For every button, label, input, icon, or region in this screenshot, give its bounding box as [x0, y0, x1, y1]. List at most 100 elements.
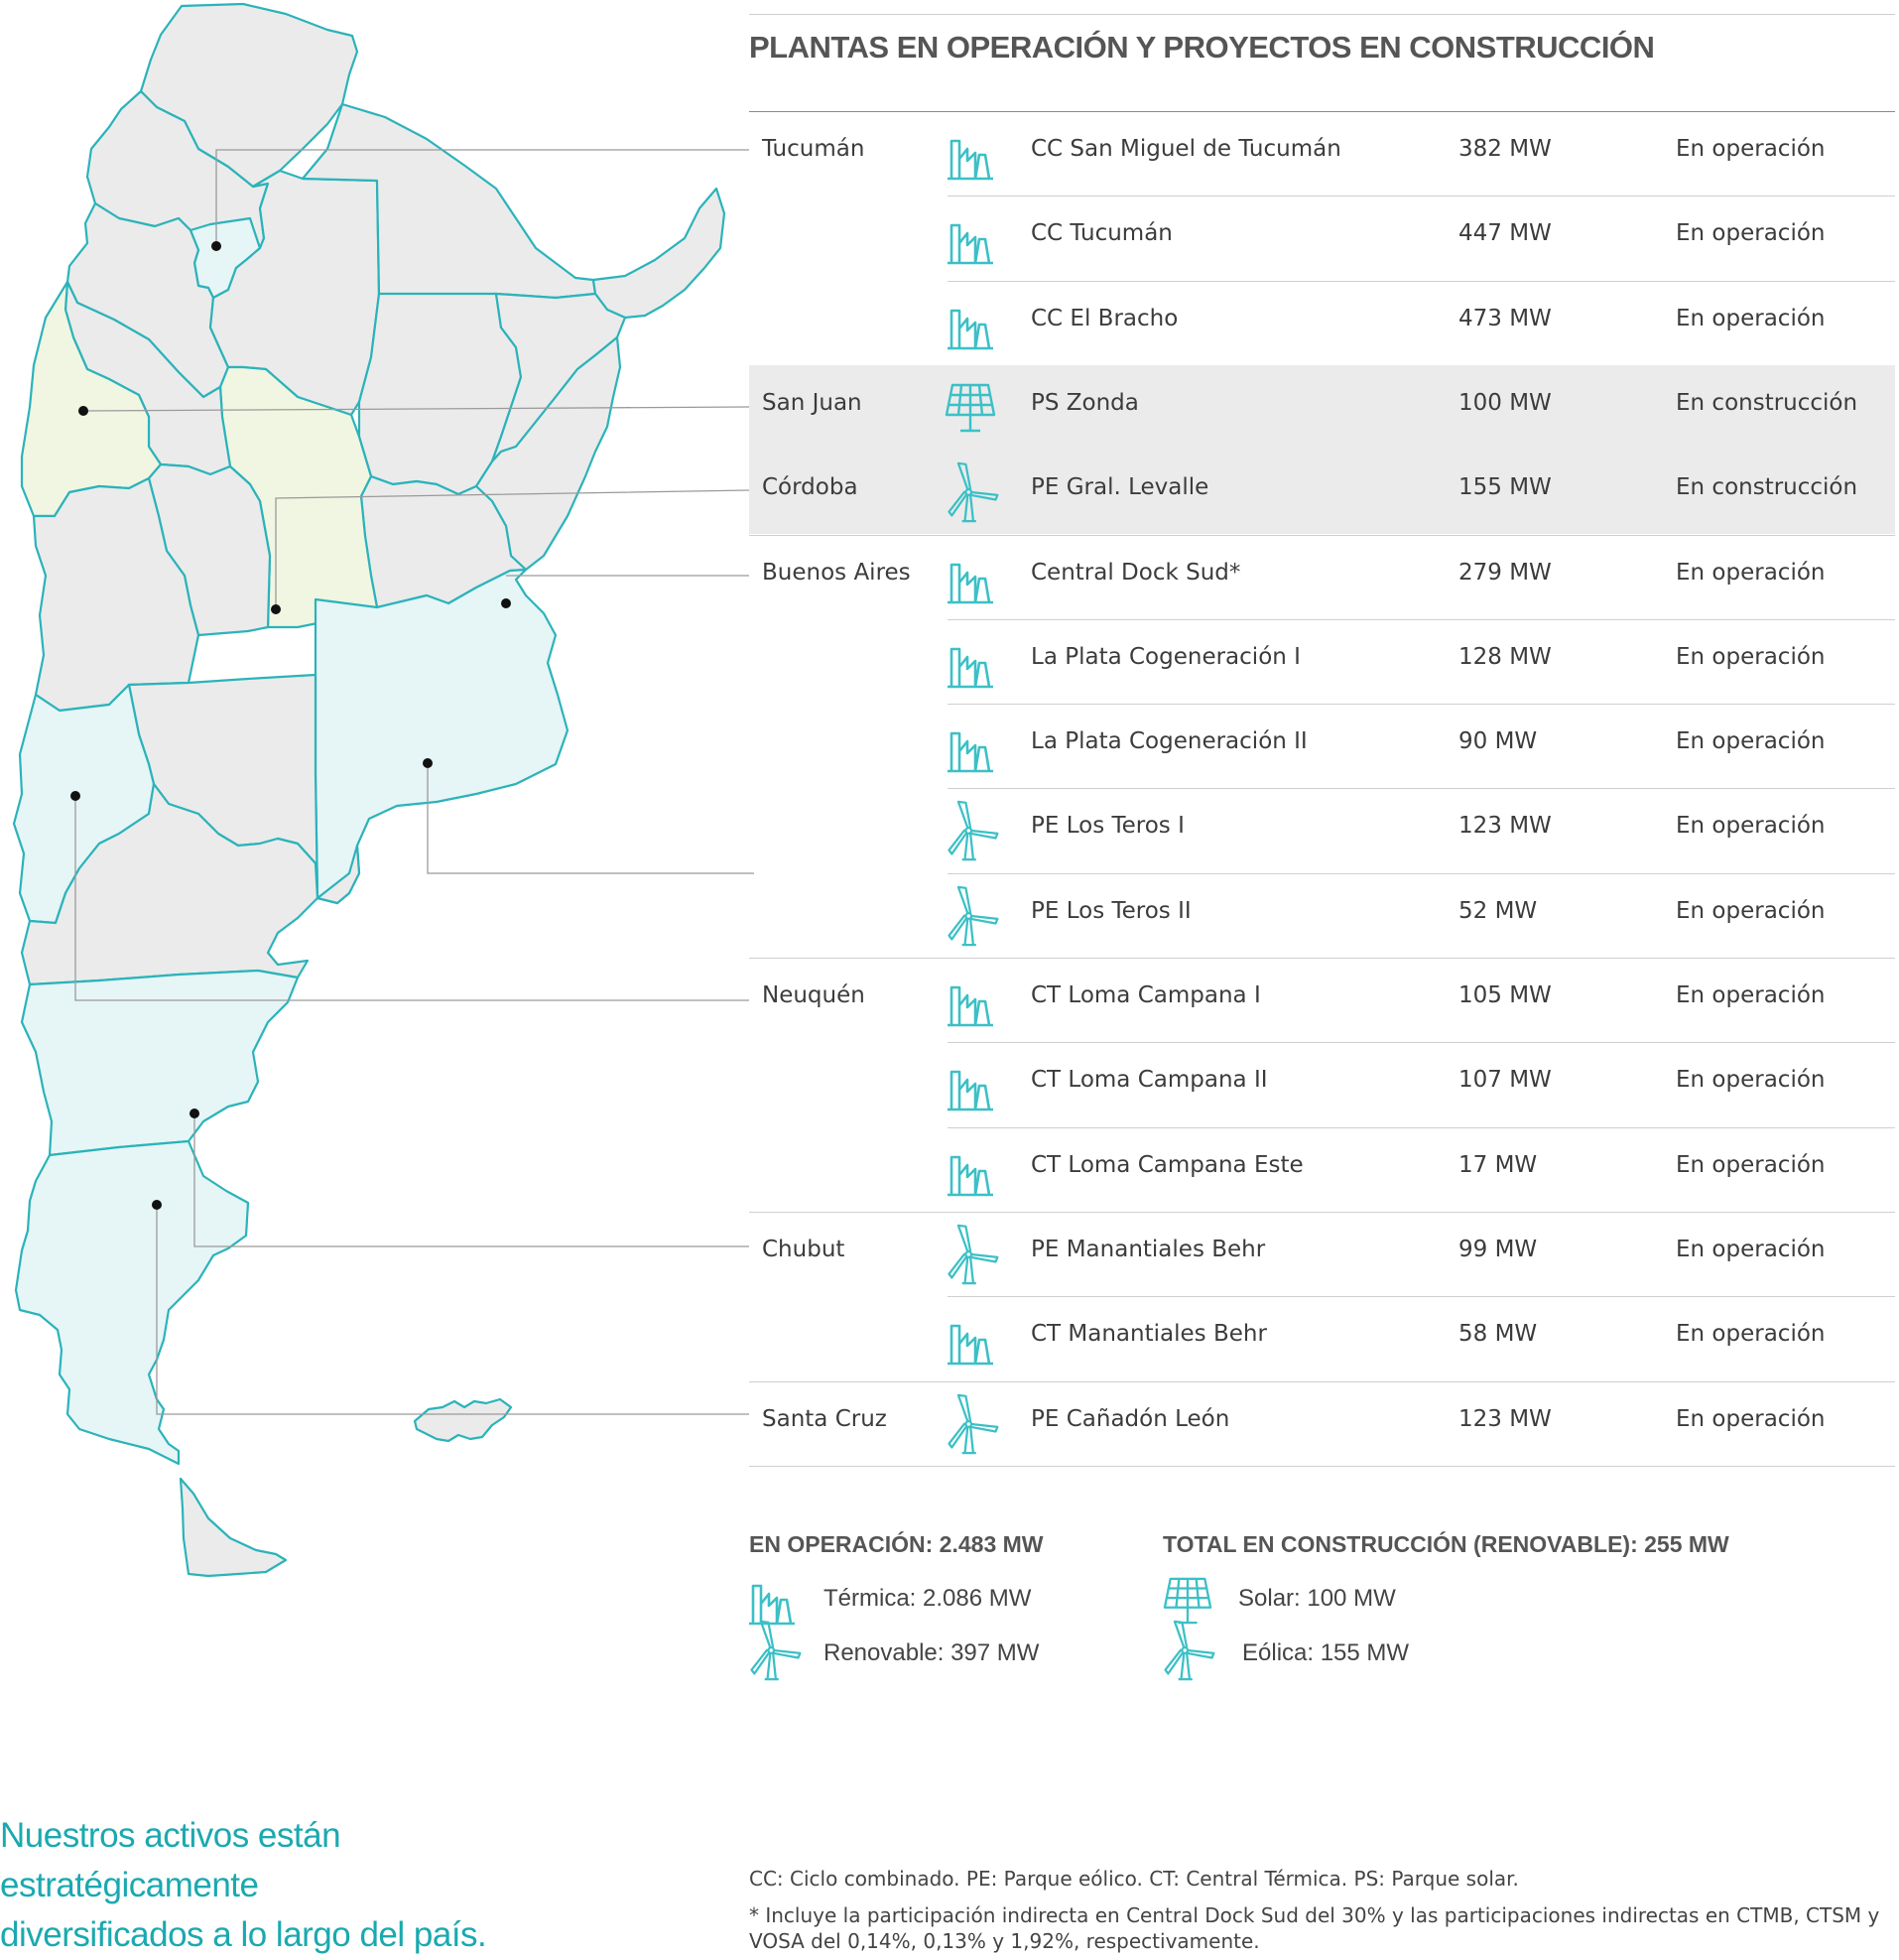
table-row: CT Loma Campana II 107 MW En operación — [749, 1042, 1895, 1126]
plant-status: En operación — [1676, 1405, 1826, 1432]
plant-name: CC El Bracho — [1031, 305, 1179, 331]
wind-icon — [945, 885, 1000, 947]
plant-dot-cordoba — [271, 604, 281, 614]
row-divider — [948, 704, 1895, 706]
plant-capacity: 107 MW — [1458, 1067, 1552, 1094]
plant-name: PS Zonda — [1031, 389, 1139, 416]
row-divider — [948, 1296, 1895, 1298]
plant-capacity: 473 MW — [1458, 305, 1552, 331]
row-divider — [948, 1126, 1895, 1128]
province-label: Chubut — [762, 1236, 845, 1262]
province-misiones — [591, 187, 726, 320]
thermal-icon — [945, 1310, 996, 1368]
province-label: San Juan — [762, 389, 862, 416]
table-row: Neuquén CT Loma Campana I 105 MW En operaci… — [749, 958, 1895, 1042]
leader-san-juan — [82, 406, 750, 412]
plant-capacity: 100 MW — [1458, 389, 1552, 416]
province-label: Córdoba — [762, 474, 858, 501]
plant-status: En operación — [1676, 982, 1826, 1008]
plant-capacity: 17 MW — [1458, 1151, 1538, 1178]
plant-dot-buenos-aires — [423, 758, 433, 768]
plant-capacity: 128 MW — [1458, 643, 1552, 670]
table-row: Chubut PE Manantiales Behr 99 MW En operaci… — [749, 1212, 1895, 1296]
plant-status: En operación — [1676, 643, 1826, 670]
plant-status: En operación — [1676, 1151, 1826, 1178]
islands — [413, 1397, 513, 1443]
table-row: Córdoba PE Gral. Levalle 155 MW En construc… — [749, 450, 1895, 535]
row-divider — [749, 1380, 1895, 1382]
plant-capacity: 58 MW — [1458, 1321, 1538, 1348]
leader-buenos-aires — [427, 763, 754, 874]
table-row: La Plata Cogeneración I 128 MW En operació… — [749, 619, 1895, 704]
argentina-map — [12, 2, 754, 1578]
leader-santa-cruz — [156, 1205, 749, 1415]
plant-capacity: 123 MW — [1458, 1405, 1552, 1432]
plant-status: En construcción — [1676, 474, 1858, 501]
leader-chubut — [193, 1113, 749, 1247]
province-label: Tucumán — [762, 136, 865, 162]
plant-status: En construcción — [1676, 389, 1858, 416]
plant-name: CT Loma Campana I — [1031, 982, 1261, 1008]
slogan-line: Nuestros activos están — [0, 1816, 341, 1855]
operation-renewable-label: Renovable: 397 MW — [823, 1639, 1040, 1666]
plant-status: En operación — [1676, 1067, 1826, 1094]
table-row: San Juan PS Zonda 100 MW En construcción — [749, 364, 1895, 451]
table-row: La Plata Cogeneración II 90 MW En operació… — [749, 704, 1895, 788]
row-divider — [948, 872, 1895, 874]
plant-capacity: 155 MW — [1458, 474, 1552, 501]
wind-icon — [1161, 1620, 1216, 1681]
row-divider — [749, 958, 1895, 959]
thermal-icon — [945, 549, 996, 606]
slogan: Nuestros activos están estratégicamente … — [0, 1811, 487, 1960]
province-buenos-aires — [314, 568, 570, 905]
plant-name: CC San Miguel de Tucumán — [1031, 136, 1341, 162]
leader-neuquen — [74, 796, 749, 1001]
plant-capacity: 52 MW — [1458, 897, 1538, 924]
leader-tucuman — [215, 149, 749, 246]
plant-name: PE Manantiales Behr — [1031, 1236, 1266, 1262]
table-row: CT Manantiales Behr 58 MW En operación — [749, 1296, 1895, 1380]
plant-name: Central Dock Sud* — [1031, 559, 1241, 586]
table-row: CC El Bracho 473 MW En operación — [749, 281, 1895, 365]
plant-dot-santa-cruz — [152, 1200, 162, 1210]
thermal-icon — [945, 209, 996, 267]
operation-thermal-label: Térmica: 2.086 MW — [823, 1585, 1032, 1612]
plant-dot-san-juan — [78, 406, 88, 416]
plant-status: En operación — [1676, 813, 1826, 840]
plant-name: PE Los Teros II — [1031, 897, 1192, 924]
solar-icon — [945, 379, 996, 437]
plant-name: La Plata Cogeneración I — [1031, 643, 1301, 670]
table-row: Buenos Aires Central Dock Sud* 279 MW En op… — [749, 535, 1895, 619]
plant-name: PE Los Teros I — [1031, 813, 1185, 840]
plant-dot-chubut — [190, 1109, 199, 1118]
plant-name: CT Loma Campana II — [1031, 1067, 1268, 1094]
row-divider — [948, 618, 1895, 620]
wind-icon — [747, 1620, 803, 1681]
wind-icon — [945, 800, 1000, 861]
table-row: PE Los Teros I 123 MW En operación — [749, 788, 1895, 872]
row-divider — [948, 280, 1895, 282]
slogan-line: diversificados a lo largo del país. — [0, 1915, 487, 1954]
slogan-line: estratégicamente — [0, 1866, 259, 1904]
table-title: PLANTAS EN OPERACIÓN Y PROYECTOS EN CONS… — [749, 30, 1655, 65]
row-divider — [948, 1042, 1895, 1044]
thermal-icon — [945, 633, 996, 691]
table-row: CC Tucumán 447 MW En operación — [749, 196, 1895, 280]
thermal-icon — [945, 972, 996, 1029]
plant-dot-neuquen — [70, 791, 80, 801]
plant-status: En operación — [1676, 897, 1826, 924]
plant-name: La Plata Cogeneración II — [1031, 728, 1308, 755]
plant-status: En operación — [1676, 559, 1826, 586]
plant-capacity: 123 MW — [1458, 813, 1552, 840]
wind-icon — [945, 1224, 1000, 1285]
abbreviations-note: CC: Ciclo combinado. PE: Parque eólico. … — [749, 1867, 1519, 1891]
table-row: Tucumán CC San Miguel de Tucumán 382 MW En … — [749, 111, 1895, 196]
plant-name: CC Tucumán — [1031, 220, 1173, 247]
construction-solar-label: Solar: 100 MW — [1238, 1585, 1396, 1612]
plant-name: PE Cañadón León — [1031, 1405, 1230, 1432]
thermal-icon — [945, 1056, 996, 1113]
plant-name: PE Gral. Levalle — [1031, 474, 1209, 501]
thermal-icon — [945, 718, 996, 775]
row-divider — [749, 534, 1895, 536]
plant-capacity: 279 MW — [1458, 559, 1552, 586]
